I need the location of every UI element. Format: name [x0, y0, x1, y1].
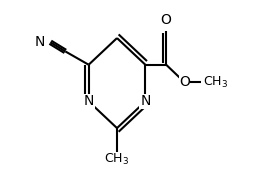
Text: N: N [140, 94, 151, 108]
Text: N: N [35, 35, 45, 49]
Text: CH$_3$: CH$_3$ [203, 75, 228, 90]
Text: O: O [161, 13, 172, 27]
Text: O: O [179, 75, 190, 89]
Text: CH$_3$: CH$_3$ [104, 152, 130, 167]
Text: N: N [84, 94, 94, 108]
